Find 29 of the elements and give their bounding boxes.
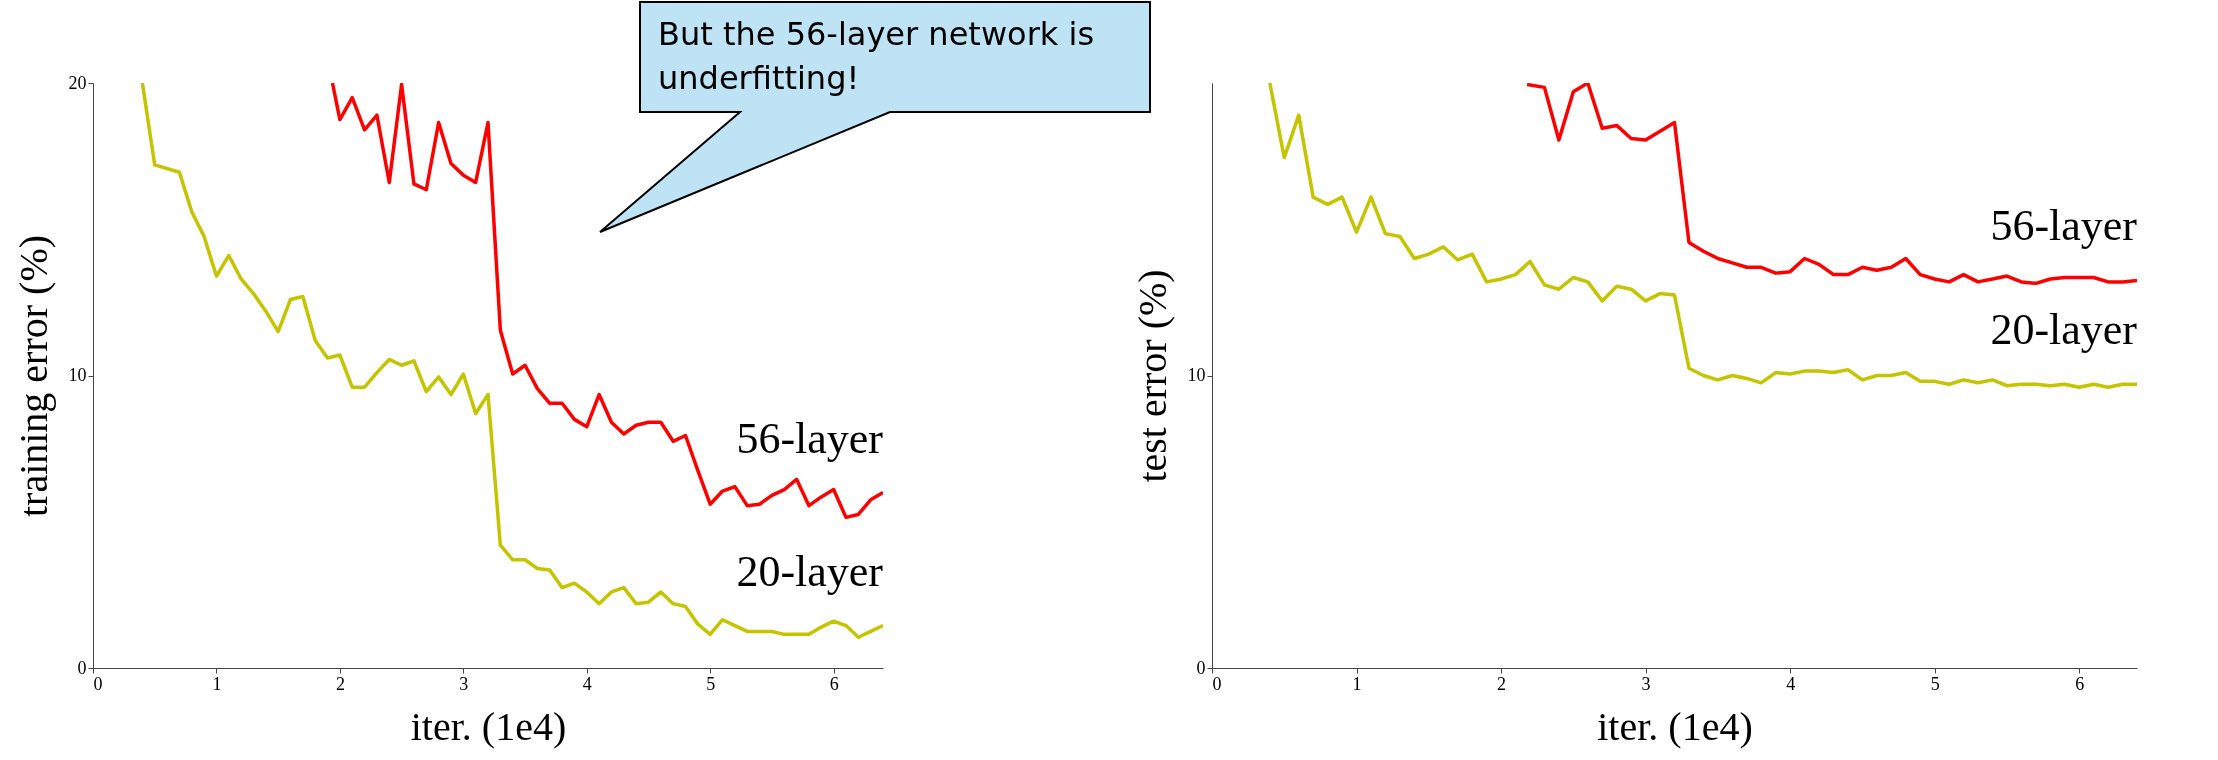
series-label: 56-layer bbox=[736, 413, 884, 463]
y-tick-label: 10 bbox=[68, 365, 87, 385]
line-series bbox=[1525, 83, 2137, 286]
x-tick-label: 4 bbox=[1786, 673, 1796, 694]
x-tick-label: 2 bbox=[1497, 673, 1507, 694]
annotation: But the 56-layer network is underfitting! bbox=[658, 14, 1096, 99]
line-series bbox=[1268, 83, 2137, 389]
x-tick-label: 0 bbox=[1212, 673, 1222, 694]
series-label: 56-layer bbox=[1990, 201, 2138, 251]
x-tick-label: 0 bbox=[93, 673, 103, 694]
x-tick-label: 1 bbox=[212, 673, 222, 694]
series-label: 20-layer bbox=[1990, 305, 2138, 355]
x-tick-label: 3 bbox=[459, 673, 469, 694]
x-axis-title: iter. (1e4) bbox=[1597, 703, 1753, 749]
y-tick-label: 10 bbox=[1187, 365, 1206, 385]
x-tick-label: 5 bbox=[706, 673, 716, 694]
x-tick-label: 4 bbox=[582, 673, 592, 694]
y-tick-label: 20 bbox=[68, 72, 87, 93]
x-tick-label: 3 bbox=[1641, 673, 1651, 694]
x-tick-label: 2 bbox=[335, 673, 345, 694]
series-label: 20-layer bbox=[736, 546, 884, 596]
x-axis-title: iter. (1e4) bbox=[410, 703, 567, 749]
x-tick-label: 6 bbox=[2075, 673, 2085, 694]
x-tick-label: 5 bbox=[1930, 673, 1940, 694]
x-tick-label: 1 bbox=[1352, 673, 1362, 694]
y-axis-title: test error (%) bbox=[1129, 269, 1175, 483]
y-tick-label: 0 bbox=[77, 657, 87, 678]
x-tick-label: 6 bbox=[829, 673, 839, 694]
y-axis-title: training error (%) bbox=[10, 234, 56, 518]
